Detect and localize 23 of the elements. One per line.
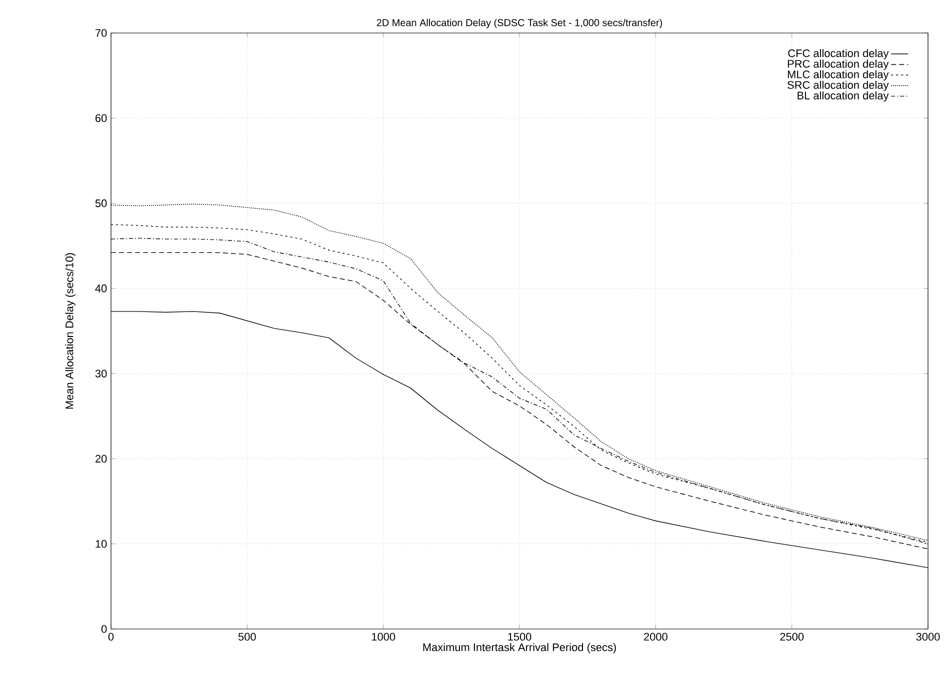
y-tick-label: 30: [95, 370, 107, 378]
legend-label: SRC allocation delay: [788, 80, 889, 92]
y-tick-label: 60: [96, 114, 107, 122]
legend-label: CFC allocation delay: [788, 49, 889, 60]
x-tick-label: 0: [108, 632, 114, 641]
y-tick-label: 10: [96, 540, 107, 548]
y-tick-label: 0: [101, 625, 107, 633]
chart-title: 2D Mean Allocation Delay (SDSC Task Set - 1,000 secs/transfer): [376, 18, 662, 28]
x-tick-label: 1500: [508, 632, 532, 641]
legend-label: PRC allocation delay: [788, 60, 889, 70]
x-tick-label: 2000: [644, 632, 668, 641]
y-tick-label: 40: [95, 284, 107, 292]
x-tick-label: 500: [238, 632, 256, 641]
legend-label: BL allocation delay: [798, 91, 889, 102]
x-tick-label: 3000: [916, 632, 940, 641]
y-tick-label: 20: [96, 454, 107, 463]
y-tick-label: 50: [95, 199, 107, 208]
y-axis-title: Mean Allocation Delay (secs/10): [65, 253, 76, 409]
legend-label: MLC allocation delay: [788, 70, 889, 80]
x-axis-title: Maximum Intertask Arrival Period (secs): [423, 643, 616, 654]
x-tick-label: 1000: [372, 632, 396, 641]
y-tick-label: 70: [96, 29, 107, 37]
x-tick-label: 2500: [780, 632, 804, 641]
